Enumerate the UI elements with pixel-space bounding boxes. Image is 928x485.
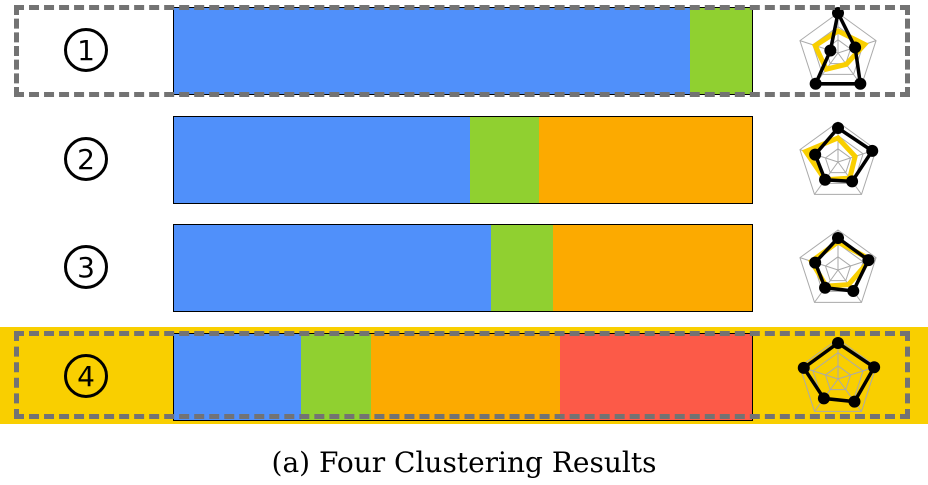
- selection-box-1: [14, 5, 910, 97]
- cluster-bar-4: [173, 333, 753, 421]
- figure-caption: (a) Four Clustering Results: [271, 446, 657, 479]
- radar-chart-3: [790, 220, 886, 316]
- bar-segment-green: [469, 117, 539, 203]
- radar-chart-4: [790, 329, 886, 425]
- result-number-3: 3: [64, 245, 108, 289]
- bar-segment-green: [690, 8, 752, 94]
- bar-segment-blue: [174, 225, 491, 311]
- result-number-1: 1: [64, 28, 108, 72]
- selection-box-4: [14, 331, 910, 419]
- cluster-bar-2: [173, 116, 753, 204]
- result-number-4: 4: [64, 354, 108, 398]
- bar-segment-blue: [174, 117, 470, 203]
- radar-chart-1: [790, 3, 886, 99]
- bar-segment-blue: [174, 334, 301, 420]
- cluster-bar-3: [173, 224, 753, 312]
- result-number-2: 2: [64, 137, 108, 181]
- bar-segment-red: [559, 334, 752, 420]
- radar-chart-2: [790, 112, 886, 208]
- bar-segment-orange: [370, 334, 560, 420]
- cluster-bar-1: [173, 7, 753, 95]
- bar-segment-green: [300, 334, 371, 420]
- bar-segment-blue: [174, 8, 691, 94]
- bar-segment-green: [490, 225, 554, 311]
- bar-segment-orange: [538, 117, 752, 203]
- bar-segment-orange: [553, 225, 752, 311]
